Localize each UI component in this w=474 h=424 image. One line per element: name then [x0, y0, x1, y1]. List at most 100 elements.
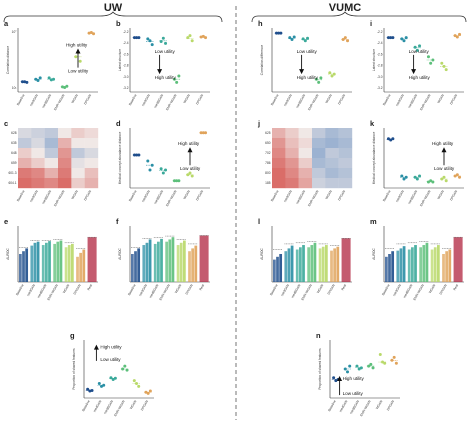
x-tick-label: medGAN: [138, 283, 148, 297]
heatmap-row-label: 601.3: [9, 171, 17, 175]
bar-DPGAN: [76, 256, 79, 282]
y-axis-label: Proportion of shared features: [318, 348, 322, 390]
heatmap-cell: [272, 178, 286, 189]
bar-DPGAN: [442, 254, 445, 282]
panel-label-f: f: [116, 217, 119, 226]
x-tick-label: medGAN: [280, 283, 290, 297]
y-axis-label: Medical concept abundance distance: [372, 132, 376, 185]
y-tick-label: -2.4: [123, 41, 129, 45]
panel-label-d: d: [116, 119, 121, 128]
bar-WGAN: [437, 245, 440, 282]
data-point-Baseline: [25, 80, 29, 84]
heatmap-cell: [285, 128, 299, 139]
x-tick-label: medGAN: [395, 189, 405, 203]
data-point-DPGAN: [458, 32, 462, 36]
heatmap-cell: [18, 138, 32, 149]
bar-Baseline: [19, 254, 22, 282]
heatmap-row-label: 628: [11, 131, 17, 135]
utility-arrowhead: [337, 375, 343, 381]
bar-Baseline: [276, 256, 279, 282]
x-tick-label: medBGAN: [402, 283, 413, 299]
y-tick-label: -2.2: [377, 30, 383, 34]
data-point-medBGAN: [418, 174, 422, 178]
bar-WGAN: [433, 247, 437, 282]
x-tick-label: WGAN: [436, 189, 445, 200]
y-axis-label: AUROC: [118, 248, 122, 260]
panel-j: j 625 650 702 786 800 185 Baseline medGAN medBGAN…: [257, 119, 353, 207]
data-point-WGAN: [190, 174, 194, 178]
x-tick-label: WGAN: [182, 93, 191, 104]
data-point-medBGAN: [113, 376, 117, 380]
data-point-WGAN: [444, 179, 448, 183]
bar-WGAN: [430, 249, 434, 282]
bar-DPGAN: [330, 250, 333, 282]
bar-EMR-WGAN: [425, 242, 429, 282]
heatmap-cell: [18, 168, 32, 179]
bar-Baseline: [388, 254, 391, 282]
data-point-medBGAN: [357, 367, 361, 371]
heatmap-cell: [338, 178, 353, 189]
data-point-medGAN: [102, 383, 106, 387]
bar-DPGAN: [336, 246, 340, 282]
data-point-medBGAN: [359, 366, 363, 370]
data-point-medBGAN: [418, 44, 422, 48]
x-tick-label: Baseline: [270, 189, 280, 202]
bar-WGAN: [325, 245, 328, 282]
x-tick-label: Baseline: [16, 93, 26, 106]
heatmap-cell: [84, 178, 99, 189]
heatmap-cell: [325, 178, 339, 189]
y-tick-label: -2.2: [123, 30, 129, 34]
x-tick-label: WGAN: [316, 283, 325, 294]
bar-medGAN: [145, 242, 149, 282]
y-tick-label: -3.2: [377, 86, 383, 90]
data-point-WGAN: [132, 379, 136, 383]
heatmap-cell: [312, 178, 326, 189]
x-tick-label: Baseline: [128, 93, 138, 106]
data-point-medGAN: [404, 175, 408, 179]
heatmap-cell: [285, 148, 299, 159]
panel-label-i: i: [370, 19, 372, 28]
x-tick-label: Baseline: [382, 189, 392, 202]
high-utility-label: High utility: [66, 42, 88, 47]
x-tick-label: EMR-WGAN: [412, 283, 425, 301]
data-point-WGAN: [442, 175, 446, 179]
data-point-WGAN: [444, 68, 448, 72]
data-point-EMR-WGAN: [371, 366, 375, 370]
data-point-EMR-WGAN: [123, 364, 127, 368]
low-utility-label: Low utility: [297, 49, 318, 54]
heatmap-cell: [31, 128, 45, 139]
bar-medGAN: [287, 248, 291, 282]
data-point-EMR-WGAN: [177, 179, 181, 183]
bar-DPGAN: [448, 249, 452, 282]
data-point-DPGAN: [455, 173, 459, 177]
x-tick-label: Real: [198, 283, 205, 291]
x-tick-label: Baseline: [127, 283, 137, 296]
data-point-medGAN: [146, 37, 150, 41]
x-tick-label: DPGAN: [337, 93, 346, 105]
bar-WGAN: [64, 247, 68, 282]
panel-label-n: n: [316, 331, 321, 340]
bar-DPGAN: [333, 248, 337, 282]
heatmap-row-label: 604.1: [9, 181, 17, 185]
y-axis-label: AUROC: [372, 248, 376, 260]
bar-medGAN: [399, 248, 403, 282]
high-utility-label: High utility: [343, 376, 365, 381]
data-point-medBGAN: [164, 168, 168, 172]
x-tick-label: DPGAN: [439, 283, 448, 295]
heatmap-row-label: 648: [11, 151, 17, 155]
bar-DPGAN: [82, 249, 86, 282]
x-tick-label: EMR-WGAN: [165, 189, 178, 207]
heatmap-cell: [325, 158, 339, 169]
bar-DPGAN: [191, 248, 195, 282]
bar-DPGAN: [194, 245, 198, 282]
low-utility-label: Low utility: [155, 49, 176, 54]
utility-arrowhead: [441, 147, 447, 153]
panel-h: h Correlation difference Baseline medGAN med…: [258, 19, 352, 111]
y-axis-label: Latent structure: [118, 49, 122, 71]
x-tick-label: medBGAN: [290, 283, 301, 299]
data-point-WGAN: [332, 72, 336, 76]
x-tick-label: medGAN: [392, 283, 402, 297]
data-point-DPGAN: [458, 175, 462, 179]
heatmap-cell: [298, 158, 313, 169]
data-point-Baseline: [90, 388, 94, 392]
